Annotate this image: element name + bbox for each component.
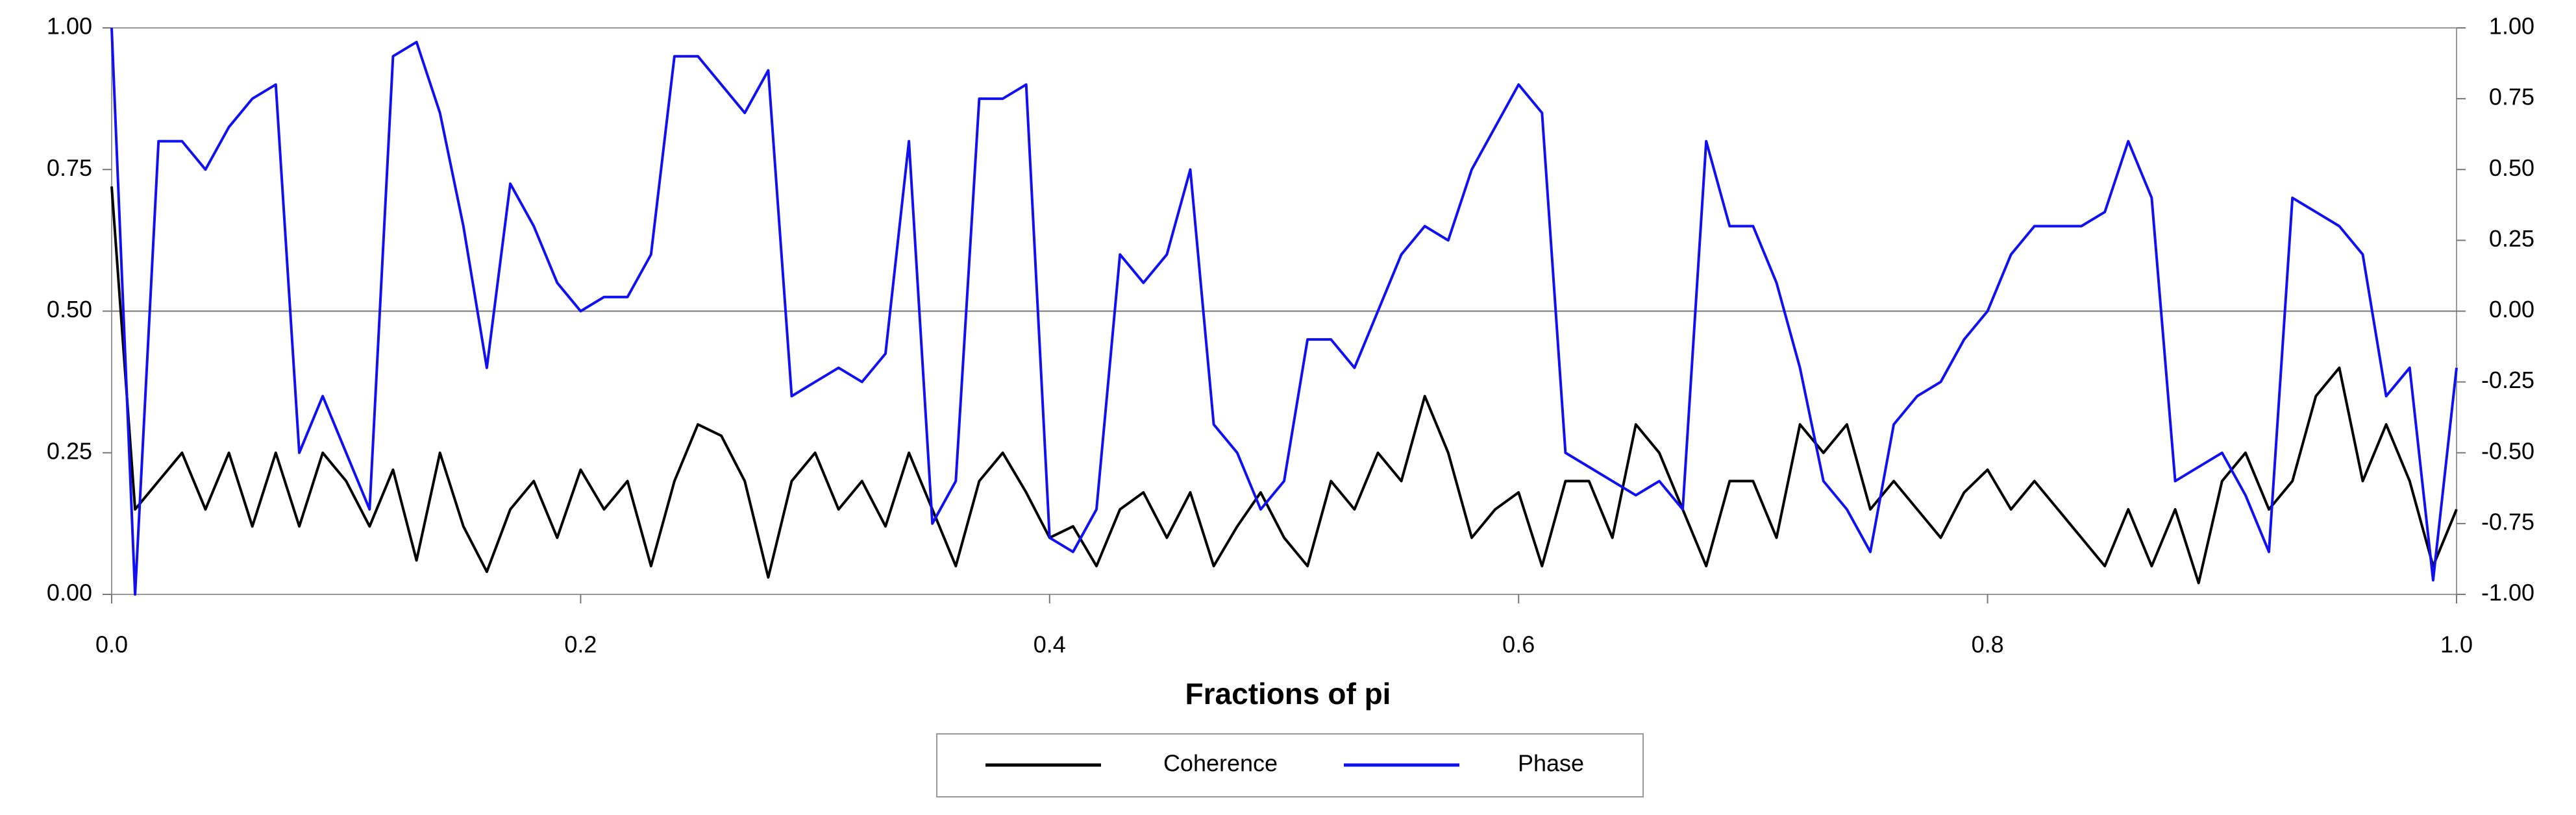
- y2-tick-label: -0.50: [2481, 437, 2534, 464]
- y-tick-label: 0.00: [47, 579, 92, 606]
- legend-label: Phase: [1518, 750, 1584, 777]
- y2-tick-label: 0.50: [2489, 154, 2534, 181]
- y2-tick-label: 0.25: [2489, 225, 2534, 252]
- y-tick-label: 0.75: [47, 154, 92, 181]
- series-line: [110, 27, 2458, 596]
- y-tick-label: 0.50: [47, 296, 92, 322]
- x-tick-label: 0.8: [1972, 631, 2004, 658]
- y2-tick-label: -0.25: [2481, 367, 2534, 393]
- y2-tick-label: -1.00: [2481, 579, 2534, 606]
- x-tick-label: 0.6: [1502, 631, 1535, 658]
- legend-label: Coherence: [1163, 750, 1278, 777]
- y-tick-label: 1.00: [47, 13, 92, 40]
- series-line: [110, 186, 2458, 585]
- y2-tick-label: -0.75: [2481, 508, 2534, 535]
- y2-tick-label: 0.00: [2489, 296, 2534, 322]
- x-tick-label: 0.0: [95, 631, 128, 658]
- x-tick-label: 0.2: [564, 631, 597, 658]
- y2-tick-label: 1.00: [2489, 13, 2534, 40]
- y2-tick-label: 0.75: [2489, 84, 2534, 110]
- x-tick-label: 0.4: [1034, 631, 1066, 658]
- x-axis-title: Fractions of pi: [1185, 677, 1391, 711]
- x-tick-label: 1.0: [2440, 631, 2473, 658]
- legend-box: [936, 733, 1644, 797]
- y-tick-label: 0.25: [47, 437, 92, 464]
